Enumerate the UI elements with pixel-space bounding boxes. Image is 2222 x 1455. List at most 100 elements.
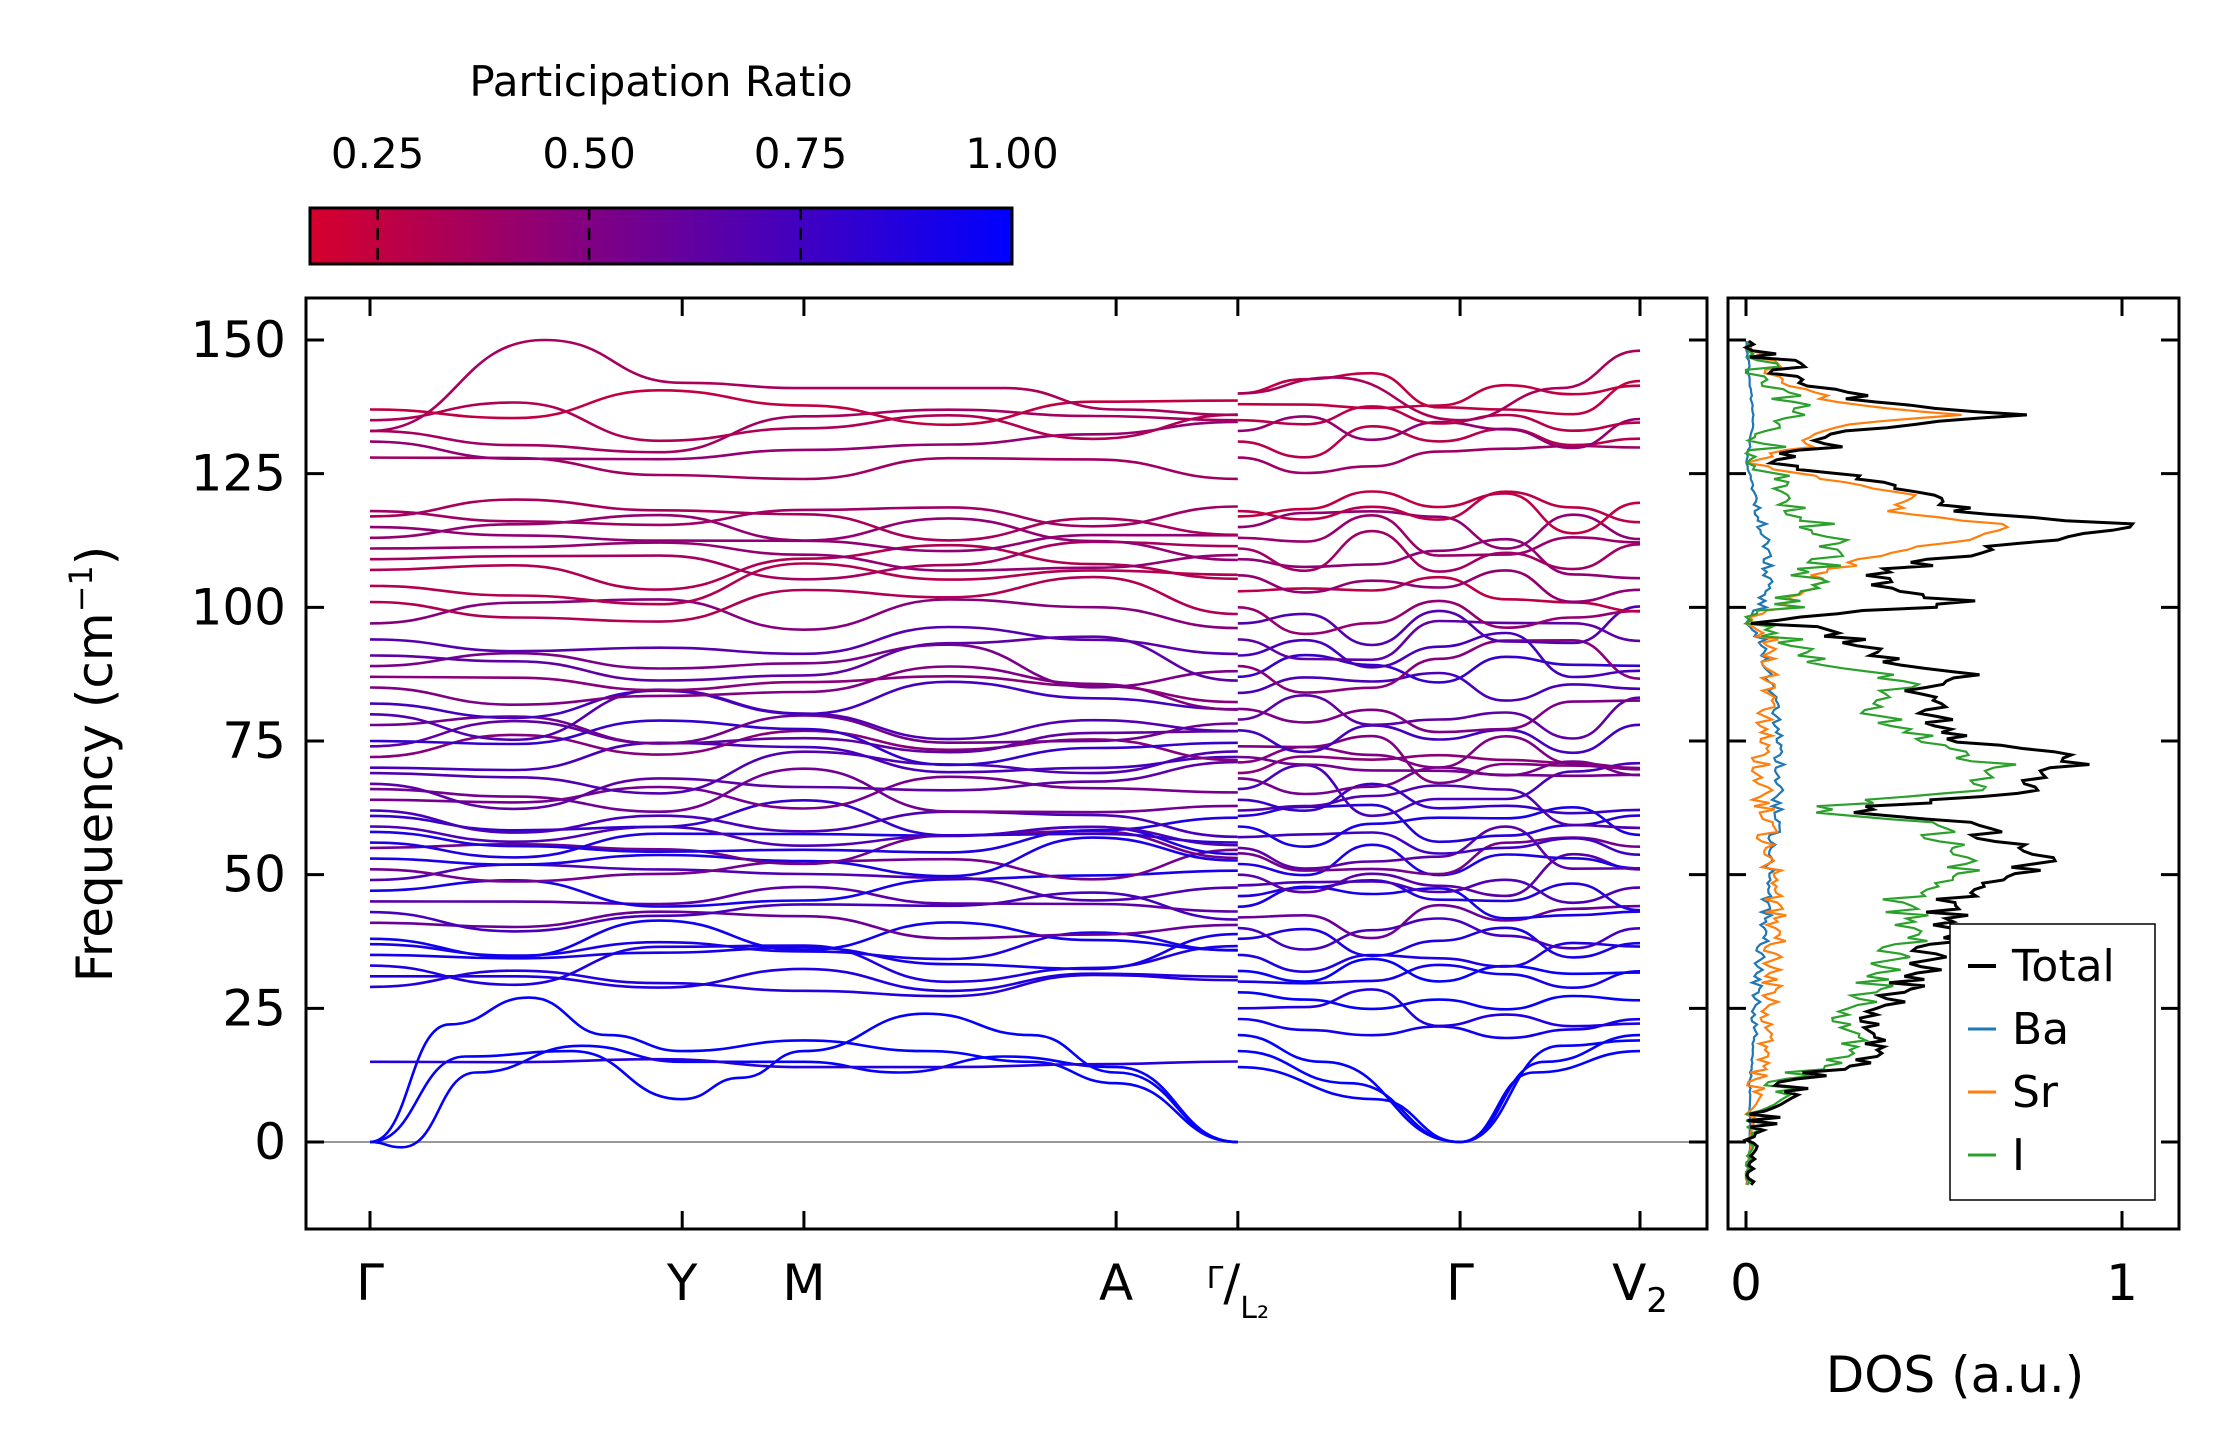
colorbar-tick-label: 1.00 bbox=[965, 129, 1059, 178]
kpoint-label: Γ/L₂ bbox=[1207, 1254, 1269, 1326]
band-ytick-label: 125 bbox=[191, 445, 286, 503]
right-optic-branch bbox=[1237, 490, 1641, 524]
kpoint-label: Γ bbox=[1446, 1254, 1474, 1312]
right-optic-branch bbox=[1237, 513, 1641, 557]
right-optic-branch bbox=[1237, 784, 1641, 830]
left-optic-branch bbox=[369, 891, 1238, 933]
dos-series-ba bbox=[1744, 340, 1788, 1186]
band-axes-frame bbox=[304, 296, 1709, 1231]
left-optic-branch bbox=[369, 750, 1238, 795]
kpoint-label: Γ bbox=[356, 1254, 384, 1312]
left-optic-branch bbox=[369, 680, 1238, 720]
colorbar-title: Participation Ratio bbox=[469, 57, 852, 106]
left-optic-branch bbox=[369, 562, 1238, 606]
right-optic-branch bbox=[1237, 509, 1641, 550]
left-optic-branch bbox=[369, 729, 1238, 762]
kpoint-label: Y bbox=[666, 1254, 698, 1312]
left-optic-branch bbox=[369, 456, 1238, 481]
legend-label: I bbox=[2012, 1130, 2025, 1181]
left-optic-branch bbox=[369, 741, 1238, 774]
right-optic-branch bbox=[1237, 575, 1641, 613]
dos-xtick-label: 0 bbox=[1730, 1254, 1762, 1312]
acoustic-branch-left bbox=[369, 1044, 1238, 1149]
acoustic-branch-left bbox=[369, 1012, 1238, 1144]
dos-series-total bbox=[1742, 339, 2136, 1186]
left-optic-branch bbox=[369, 760, 1238, 811]
right-optic-branch bbox=[1237, 903, 1641, 940]
left-optic-branch bbox=[369, 598, 1238, 632]
left-optic-branch bbox=[369, 525, 1238, 553]
colorbar-tick-label: 0.25 bbox=[331, 129, 425, 178]
left-optic-branch bbox=[369, 885, 1238, 913]
legend-label: Ba bbox=[2012, 1004, 2069, 1055]
left-optic-branch bbox=[369, 401, 1238, 443]
band-lines bbox=[306, 338, 1707, 1149]
acoustic-branch-left bbox=[369, 996, 1238, 1144]
left-optic-branch bbox=[369, 714, 1238, 745]
right-optic-branch bbox=[1237, 991, 1641, 1011]
left-optic-branch bbox=[369, 910, 1238, 940]
acoustic-branch-right bbox=[1237, 1033, 1641, 1144]
left-optic-branch bbox=[369, 543, 1238, 591]
left-optic-branch bbox=[369, 932, 1238, 971]
max-frequency-branch bbox=[369, 338, 1238, 433]
right-optic-branch bbox=[1237, 852, 1641, 898]
legend-label: Sr bbox=[2012, 1067, 2059, 1118]
right-optic-branch bbox=[1237, 490, 1641, 535]
right-optic-branch bbox=[1237, 671, 1641, 702]
right-optic-branch bbox=[1237, 444, 1641, 475]
right-optic-branch bbox=[1237, 383, 1641, 410]
left-optic-branch bbox=[369, 408, 1238, 454]
dos-xtick-label: 1 bbox=[2106, 1254, 2138, 1312]
right-optic-branch bbox=[1237, 699, 1641, 734]
right-optic-branch bbox=[1237, 537, 1641, 580]
left-optic-branch bbox=[369, 635, 1238, 682]
right-optic-branch bbox=[1237, 424, 1641, 459]
right-optic-branch bbox=[1237, 941, 1641, 974]
band-ytick-label: 100 bbox=[191, 578, 286, 636]
colorbar-ticks: 0.25 0.50 0.75 1.00 bbox=[331, 129, 1059, 264]
kpoint-label: M bbox=[782, 1254, 825, 1312]
left-optic-branch bbox=[369, 809, 1238, 839]
left-optic-branch bbox=[369, 665, 1238, 711]
right-optic-branch bbox=[1237, 405, 1641, 433]
colorbar-tick-label: 0.75 bbox=[754, 129, 848, 178]
right-optic-branch bbox=[1237, 878, 1641, 912]
right-optic-branch bbox=[1237, 926, 1641, 959]
right-optic-branch bbox=[1237, 415, 1641, 450]
acoustic-branch-right bbox=[1237, 1049, 1641, 1144]
right-optic-branch bbox=[1237, 693, 1641, 740]
colorbar-tick-label: 0.50 bbox=[542, 129, 636, 178]
right-optic-branch bbox=[1237, 831, 1641, 856]
band-y-axis-title: Frequency (cm−1) bbox=[62, 546, 124, 983]
left-optic-branch bbox=[369, 767, 1238, 814]
left-optic-branch bbox=[369, 388, 1238, 427]
dos-series-i bbox=[1743, 340, 2017, 1186]
left-optic-branch bbox=[369, 825, 1238, 848]
right-optic-branch bbox=[1237, 917, 1641, 951]
right-optic-branch bbox=[1237, 599, 1641, 636]
left-optic-branch bbox=[369, 643, 1238, 689]
left-optic-branch bbox=[369, 498, 1238, 542]
left-optic-branch bbox=[369, 575, 1238, 623]
left-optic-branch bbox=[370, 967, 1238, 993]
left-optic-branch bbox=[369, 505, 1238, 528]
band-ytick-label: 75 bbox=[222, 712, 286, 770]
max-frequency-branch-right bbox=[1237, 349, 1641, 422]
colorbar: Participation Ratio 0.25 0.50 0.75 1.00 bbox=[308, 57, 1059, 266]
left-optic-branch bbox=[369, 1057, 1238, 1069]
colorbar-gradient bbox=[308, 206, 1014, 266]
left-optic-branch bbox=[369, 674, 1238, 704]
left-optic-branch bbox=[369, 798, 1238, 844]
left-optic-branch bbox=[369, 719, 1238, 754]
dos-lines bbox=[1742, 339, 2136, 1186]
dos-y-ticks bbox=[1728, 338, 2179, 1144]
left-optic-branch bbox=[369, 775, 1238, 810]
left-optic-branch bbox=[369, 829, 1238, 866]
band-ytick-label: 50 bbox=[222, 846, 286, 904]
left-optic-branch bbox=[369, 919, 1238, 959]
right-optic-branch bbox=[1237, 723, 1641, 755]
right-optic-branch bbox=[1237, 805, 1641, 849]
band-structure-panel: 0 25 50 75 100 125 150 Γ Y M A Γ/L₂ Γ V2 Frequency (… bbox=[62, 296, 1709, 1326]
